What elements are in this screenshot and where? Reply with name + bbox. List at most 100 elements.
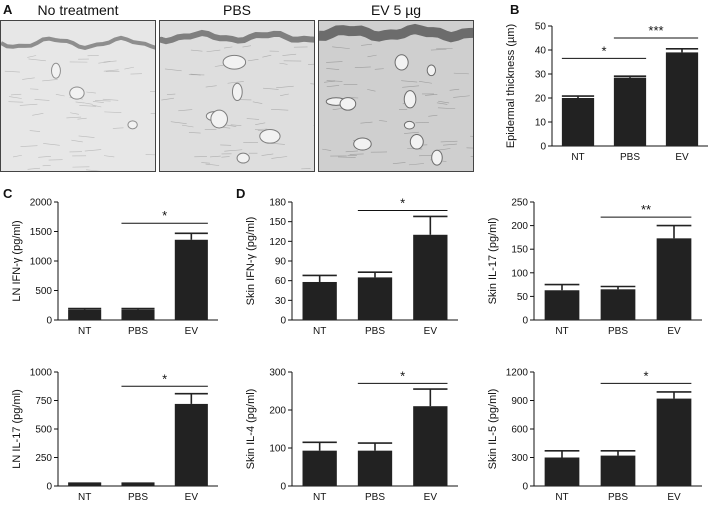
y-tick-label: 1200 [506, 368, 529, 379]
collagen-fiber [360, 121, 373, 124]
collagen-fiber [279, 62, 288, 65]
collagen-fiber [246, 118, 260, 120]
y-tick-label: 200 [269, 406, 286, 417]
dermal-structure [394, 54, 409, 71]
collagen-fiber [332, 46, 350, 49]
y-tick-label: 0 [46, 316, 52, 327]
y-tick-label: 100 [511, 268, 528, 279]
collagen-fiber [181, 124, 194, 128]
dermal-structure [339, 97, 357, 111]
y-tick-label: 120 [269, 237, 286, 248]
collagen-fiber [247, 58, 259, 62]
y-tick-label: 0 [522, 316, 528, 327]
collagen-fiber [254, 128, 268, 130]
significance-label: * [162, 208, 167, 223]
collagen-fiber [34, 99, 50, 101]
collagen-fiber [361, 43, 372, 46]
y-tick-label: 1000 [30, 257, 53, 268]
collagen-fiber [230, 124, 242, 126]
dermal-structure [222, 54, 247, 70]
collagen-fiber [276, 85, 294, 89]
bar-pbs [600, 455, 636, 486]
collagen-fiber [449, 88, 460, 91]
collagen-fiber [29, 130, 41, 132]
bar-ev [174, 239, 208, 320]
x-tick-label: NT [313, 326, 326, 337]
bar-pbs [357, 450, 393, 486]
y-axis-label: Skin IL-5 (pg/ml) [487, 389, 499, 470]
collagen-fiber [214, 64, 224, 67]
collagen-fiber [205, 85, 217, 88]
collagen-fiber [12, 154, 22, 158]
chart-ln-ifn-gamma: 0 500 1000 1500 2000 NT PBS EV * LN IFN-γ (pg/ml) [11, 198, 218, 337]
y-axis-label: Skin IL-17 (pg/ml) [487, 218, 499, 305]
x-tick-label: NT [555, 326, 568, 337]
collagen-fiber [322, 148, 332, 151]
collagen-fiber [20, 145, 38, 147]
y-tick-label: 0 [46, 482, 52, 493]
y-tick-label: 750 [35, 396, 52, 407]
dermal-structure [50, 62, 61, 79]
bar-ev [413, 406, 448, 486]
collagen-fiber [453, 72, 469, 75]
y-tick-label: 250 [511, 198, 528, 209]
collagen-fiber [326, 61, 343, 63]
collagen-fiber [145, 154, 155, 156]
y-tick-label: 200 [511, 221, 528, 232]
dermal-structure [210, 109, 228, 129]
panel-letter-d: D [236, 186, 246, 201]
collagen-fiber [443, 143, 457, 146]
collagen-fiber [178, 109, 193, 112]
collagen-fiber [271, 109, 289, 111]
y-tick-label: 30 [535, 70, 547, 81]
dermal-structure [231, 82, 243, 102]
collagen-fiber [262, 54, 272, 58]
significance-label: *** [648, 23, 663, 38]
y-tick-label: 180 [269, 198, 286, 209]
y-tick-label: 900 [511, 396, 528, 407]
collagen-fiber [440, 140, 458, 143]
x-tick-label: PBS [365, 326, 385, 337]
y-tick-label: 500 [35, 425, 52, 436]
dermal-structure [353, 137, 372, 151]
chart-skin-il17: 0 50 100 150 200 250 NT PBS EV ** Skin IL-17 (pg/m… [487, 198, 702, 337]
x-tick-label: NT [78, 492, 91, 503]
collagen-fiber [83, 102, 93, 105]
collagen-fiber [314, 161, 315, 162]
y-tick-label: 90 [275, 257, 287, 268]
collagen-fiber [32, 113, 44, 116]
bar-ev [413, 234, 448, 320]
bar-ev [665, 52, 699, 146]
y-axis-label: Skin IL-4 (pg/ml) [245, 389, 257, 470]
histology-image-ev [318, 20, 474, 172]
collagen-fiber [226, 124, 237, 127]
collagen-fiber [161, 97, 174, 101]
y-tick-label: 100 [269, 444, 286, 455]
y-tick-label: 150 [511, 245, 528, 256]
x-tick-label: EV [185, 492, 199, 503]
x-tick-label: PBS [128, 326, 148, 337]
y-tick-label: 20 [535, 94, 547, 105]
x-tick-label: PBS [128, 492, 148, 503]
dermal-structure [69, 86, 85, 100]
collagen-fiber [436, 102, 448, 105]
collagen-fiber [326, 68, 340, 70]
collagen-fiber [86, 91, 96, 94]
collagen-fiber [87, 54, 99, 57]
collagen-fiber [210, 155, 221, 158]
collagen-fiber [271, 156, 288, 159]
collagen-fiber [8, 101, 24, 103]
collagen-fiber [224, 149, 243, 152]
collagen-fiber [164, 68, 182, 72]
collagen-fiber [401, 80, 418, 83]
collagen-fiber [310, 83, 314, 85]
epidermis-layer [319, 23, 473, 43]
bar-nt [544, 457, 580, 486]
y-tick-label: 300 [511, 453, 528, 464]
y-tick-label: 50 [535, 22, 547, 33]
collagen-fiber [418, 80, 432, 84]
chart-skin-il5: 0 300 600 900 1200 NT PBS EV * Skin IL-5 (pg/ml) [487, 368, 702, 503]
collagen-fiber [308, 63, 314, 65]
collagen-fiber [10, 93, 22, 96]
